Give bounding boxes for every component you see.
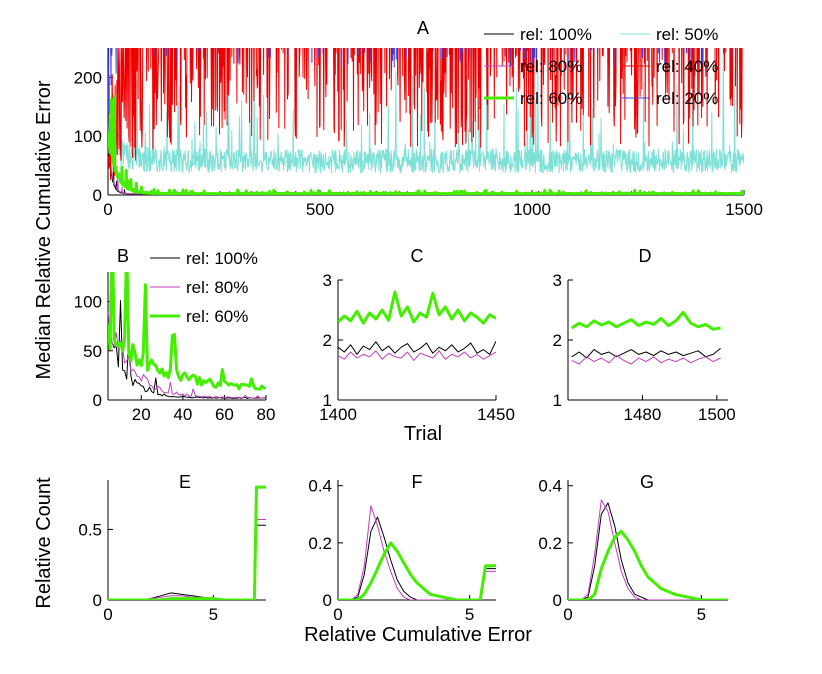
series-f-100pct bbox=[338, 516, 496, 600]
y-tick-label: 0 bbox=[553, 591, 562, 610]
legend-label: rel: 100% bbox=[520, 25, 592, 44]
series-d-60pct bbox=[570, 310, 721, 331]
x-tick-label: 0 bbox=[333, 605, 342, 624]
x-tick-label: 5 bbox=[465, 605, 474, 624]
x-tick-label: 500 bbox=[306, 200, 334, 219]
legend-label: rel: 60% bbox=[186, 307, 248, 326]
y-tick-label: 2 bbox=[323, 331, 332, 350]
legend-b: rel: 100% rel: 80% rel: 60% bbox=[150, 249, 258, 326]
panel-g: 0 5 0 0.2 0.4 G bbox=[538, 472, 728, 624]
legend-label: rel: 50% bbox=[656, 25, 718, 44]
x-tick-label: 5 bbox=[697, 605, 706, 624]
x-tick-label: 0 bbox=[563, 605, 572, 624]
x-tick-label: 60 bbox=[215, 405, 234, 424]
x-tick-label: 0 bbox=[103, 605, 112, 624]
x-tick-label: 80 bbox=[257, 405, 276, 424]
series-a-60pct bbox=[108, 94, 744, 195]
series-f-60pct bbox=[338, 541, 496, 600]
series-c-60pct bbox=[338, 290, 496, 325]
y-tick-label: 0.2 bbox=[538, 534, 562, 553]
y-tick-label: 3 bbox=[553, 271, 562, 290]
panel-title-g: G bbox=[640, 472, 654, 492]
series-g-80pct bbox=[568, 499, 728, 600]
series-c-100pct bbox=[338, 340, 496, 355]
series-g-100pct bbox=[568, 502, 728, 600]
series-a-50pct bbox=[108, 48, 744, 174]
x-tick-label: 1450 bbox=[477, 405, 515, 424]
panel-title-d: D bbox=[639, 246, 652, 266]
panel-title-e: E bbox=[179, 472, 191, 492]
series-a-40pct bbox=[108, 48, 743, 181]
series-e-80pct bbox=[108, 519, 266, 600]
x-tick-label: 1400 bbox=[319, 405, 357, 424]
panel-e: 0 5 0 0.5 E bbox=[78, 472, 266, 624]
panel-f: 0 5 0 0.2 0.4 F bbox=[308, 472, 496, 624]
series-g-60pct bbox=[568, 529, 728, 600]
panel-title-a: A bbox=[417, 18, 429, 38]
legend-a: rel: 100% rel: 50% rel: 80% rel: 40% rel: 60… bbox=[484, 25, 718, 108]
series-e-60pct bbox=[108, 485, 266, 600]
legend-label: rel: 80% bbox=[186, 278, 248, 297]
series-d-80pct bbox=[571, 355, 721, 365]
y-tick-label: 1 bbox=[553, 391, 562, 410]
y-tick-label: 3 bbox=[323, 271, 332, 290]
series-f-80pct bbox=[338, 505, 496, 600]
x-tick-label: 0 bbox=[103, 200, 112, 219]
series-e-100pct bbox=[108, 524, 266, 600]
series-d-100pct bbox=[571, 348, 721, 359]
ylabel-bottom: Relative Count bbox=[33, 477, 55, 609]
y-tick-label: 200 bbox=[74, 68, 102, 87]
x-tick-label: 1480 bbox=[624, 405, 662, 424]
panel-a: 0 500 1000 1500 0 100 200 A bbox=[74, 18, 763, 219]
y-tick-label: 0.4 bbox=[538, 477, 562, 496]
panel-title-c: C bbox=[411, 246, 424, 266]
y-tick-label: 0 bbox=[93, 186, 102, 205]
y-tick-label: 0.4 bbox=[308, 477, 332, 496]
y-tick-label: 0 bbox=[323, 591, 332, 610]
y-tick-label: 0 bbox=[93, 591, 102, 610]
series-c-80pct bbox=[338, 350, 496, 361]
legend-label: rel: 60% bbox=[520, 89, 582, 108]
x-tick-label: 1500 bbox=[698, 405, 736, 424]
xlabel-trial: Trial bbox=[404, 423, 442, 445]
y-tick-label: 50 bbox=[83, 342, 102, 361]
y-tick-label: 1 bbox=[323, 391, 332, 410]
panel-b: 20 40 60 80 0 50 100 B bbox=[74, 246, 276, 424]
legend-label: rel: 80% bbox=[520, 57, 582, 76]
panel-title-f: F bbox=[412, 472, 423, 492]
panel-c: 1400 1450 1 2 3 C bbox=[319, 246, 515, 424]
ylabel-top: Median Relative Cumulative Error bbox=[33, 80, 55, 379]
panel-title-b: B bbox=[117, 246, 129, 266]
legend-label: rel: 20% bbox=[656, 89, 718, 108]
legend-label: rel: 40% bbox=[656, 57, 718, 76]
xlabel-bottom: Relative Cumulative Error bbox=[304, 624, 532, 646]
series-b-60pct bbox=[108, 272, 266, 391]
y-tick-label: 100 bbox=[74, 127, 102, 146]
x-tick-label: 1000 bbox=[513, 200, 551, 219]
y-tick-label: 100 bbox=[74, 293, 102, 312]
y-tick-label: 2 bbox=[553, 331, 562, 350]
x-tick-label: 1500 bbox=[725, 200, 763, 219]
x-tick-label: 5 bbox=[209, 605, 218, 624]
panel-d: 1480 1500 1 2 3 D bbox=[553, 246, 736, 424]
x-tick-label: 40 bbox=[173, 405, 192, 424]
y-tick-label: 0.2 bbox=[308, 534, 332, 553]
legend-label: rel: 100% bbox=[186, 249, 258, 268]
y-tick-label: 0 bbox=[93, 391, 102, 410]
series-b-80pct bbox=[108, 311, 266, 399]
x-tick-label: 20 bbox=[132, 405, 151, 424]
y-tick-label: 0.5 bbox=[78, 520, 102, 539]
